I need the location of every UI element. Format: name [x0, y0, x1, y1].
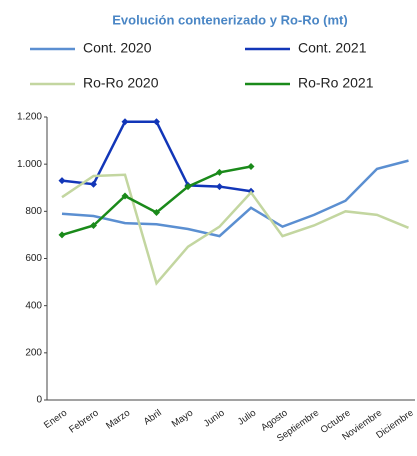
marker	[58, 177, 66, 185]
x-tick-label: Julio	[236, 408, 258, 428]
marker	[90, 180, 97, 188]
x-tick-label: Enero	[42, 408, 69, 432]
y-tick-label: 600	[25, 253, 42, 264]
series-line	[61, 120, 252, 193]
marker	[58, 231, 66, 239]
legend-label: Ro-Ro 2020	[83, 75, 159, 91]
x-tick-label: Mayo	[170, 408, 195, 430]
legend-label: Ro-Ro 2021	[298, 75, 374, 91]
chart-title: Evolución contenerizado y Ro-Ro (mt)	[112, 12, 347, 27]
marker	[153, 118, 160, 126]
marker	[184, 183, 192, 191]
y-tick-label: 1.000	[17, 159, 42, 170]
marker	[121, 192, 129, 200]
y-tick-label: 200	[25, 347, 42, 358]
marker	[216, 168, 223, 176]
y-tick-label: 800	[25, 206, 42, 217]
y-tick-label: 1.200	[17, 112, 42, 123]
series-line	[61, 173, 409, 286]
x-tick-label: Junio	[202, 408, 227, 430]
x-tick-label: Febrero	[67, 408, 101, 436]
marker	[121, 118, 129, 126]
x-tick-label: Marzo	[104, 408, 132, 432]
legend-label: Cont. 2020	[83, 40, 152, 56]
marker	[153, 209, 160, 217]
x-tick-label: Abril	[142, 408, 164, 428]
marker	[247, 163, 255, 171]
y-tick-label: 0	[36, 395, 42, 406]
marker	[216, 183, 223, 191]
series-line	[61, 159, 409, 238]
legend-label: Cont. 2021	[298, 40, 367, 56]
marker	[90, 221, 97, 229]
y-tick-label: 400	[25, 300, 42, 311]
